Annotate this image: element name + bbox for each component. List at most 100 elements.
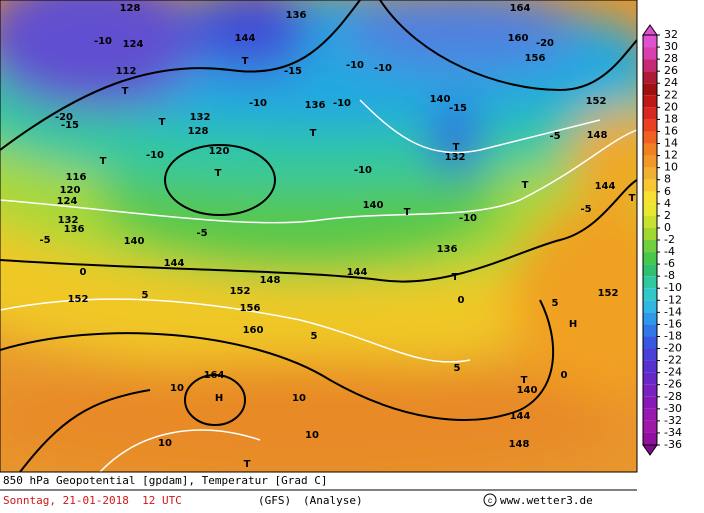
contour-label: T — [100, 156, 107, 167]
contour-label: 164 — [204, 370, 225, 381]
colorbar-label: 30 — [664, 40, 678, 53]
contour-label: 144 — [510, 411, 531, 422]
contour-label: -10 — [249, 98, 267, 109]
colorbar-swatch — [643, 336, 657, 349]
colorbar-label: -14 — [664, 305, 682, 318]
contour-label: 5 — [311, 331, 318, 342]
contour-label: 120 — [60, 185, 81, 196]
contour-label: 148 — [260, 275, 281, 286]
colorbar-label: 10 — [664, 161, 678, 174]
colorbar-label: -30 — [664, 402, 682, 415]
colorbar-swatch — [643, 276, 657, 289]
contour-label: T — [310, 128, 317, 139]
contour-label: 5 — [454, 363, 461, 374]
contour-label: 10 — [292, 393, 306, 404]
contour-label: T — [404, 207, 411, 218]
contour-label: 128 — [188, 126, 209, 137]
colorbar-swatch — [643, 167, 657, 180]
contour-label: 5 — [552, 298, 559, 309]
colorbar-label: 16 — [664, 124, 678, 137]
copyright-icon — [483, 493, 497, 507]
colorbar-swatch — [643, 179, 657, 192]
footer-date: Sonntag, 21-01-2018 12 UTC — [3, 494, 182, 507]
colorbar-label: 14 — [664, 137, 678, 150]
colorbar-swatch — [643, 348, 657, 361]
contour-label: 0 — [561, 370, 568, 381]
colorbar-label: -28 — [664, 390, 682, 403]
contour-label: H — [215, 393, 223, 404]
contour-label: 140 — [517, 385, 538, 396]
contour-label: 10 — [170, 383, 184, 394]
colorbar-swatch — [643, 119, 657, 132]
colorbar-label: 2 — [664, 209, 671, 222]
contour-label: 160 — [508, 33, 529, 44]
copyright-c: c — [488, 496, 492, 505]
colorbar-swatch — [643, 215, 657, 228]
colorbar-label: 12 — [664, 149, 678, 162]
colorbar-swatch — [643, 324, 657, 337]
contour-label: 152 — [598, 288, 619, 299]
contour-label: T — [159, 117, 166, 128]
colorbar-label: -22 — [664, 354, 682, 367]
contour-label: -15 — [449, 103, 467, 114]
contour-label: 128 — [120, 3, 141, 14]
contour-label: 0 — [80, 267, 87, 278]
contour-label: H — [569, 319, 577, 330]
colorbar-swatch — [643, 300, 657, 313]
colorbar-swatch — [643, 107, 657, 120]
colorbar-label: -2 — [664, 233, 675, 246]
colorbar-label: -26 — [664, 378, 682, 391]
contour-label: 132 — [445, 152, 466, 163]
colorbar-swatch — [643, 252, 657, 265]
contour-label: T — [242, 56, 249, 67]
contour-label: 144 — [235, 33, 256, 44]
footer-credit: www.wetter3.de — [500, 494, 593, 507]
colorbar-cap — [642, 444, 658, 456]
contour-label: -5 — [196, 228, 207, 239]
contour-label: T — [522, 180, 529, 191]
contour-label: 136 — [64, 224, 85, 235]
contour-label: T — [122, 86, 129, 97]
contour-label: T — [244, 459, 251, 470]
contour-label: -10 — [333, 98, 351, 109]
colorbar-swatch — [643, 396, 657, 409]
contour-label: 124 — [57, 196, 78, 207]
contour-label: 140 — [430, 94, 451, 105]
colorbar-swatch — [643, 384, 657, 397]
contour-label: 140 — [124, 236, 145, 247]
contour-label: T — [452, 272, 459, 283]
contour-label: 136 — [437, 244, 458, 255]
contour-label: -10 — [146, 150, 164, 161]
colorbar-label: 20 — [664, 100, 678, 113]
colorbar-swatch — [643, 288, 657, 301]
contour-label: -15 — [61, 120, 79, 131]
colorbar-label: -16 — [664, 317, 682, 330]
colorbar-label: 6 — [664, 185, 671, 198]
contour-label: 0 — [458, 295, 465, 306]
contour-label: 124 — [123, 39, 144, 50]
contour-label: 144 — [595, 181, 616, 192]
contour-label: 144 — [164, 258, 185, 269]
contour-label: -20 — [536, 38, 554, 49]
footer-title: 850 hPa Geopotential [gpdam], Temperatur… — [3, 474, 328, 487]
colorbar-label: 8 — [664, 173, 671, 186]
colorbar-swatch — [643, 71, 657, 84]
map-frame — [0, 0, 638, 473]
colorbar-swatch — [643, 35, 657, 48]
contour-label: 152 — [68, 294, 89, 305]
contour-label: 10 — [305, 430, 319, 441]
colorbar-swatch — [643, 408, 657, 421]
colorbar-swatch — [643, 95, 657, 108]
contour-label: 164 — [510, 3, 531, 14]
contour-label: 152 — [586, 96, 607, 107]
colorbar-label: -32 — [664, 414, 682, 427]
colorbar-swatch — [643, 372, 657, 385]
colorbar-swatch — [643, 227, 657, 240]
colorbar-swatch — [643, 131, 657, 144]
colorbar-swatch — [643, 360, 657, 373]
colorbar-label: -8 — [664, 269, 675, 282]
contour-label: 140 — [363, 200, 384, 211]
colorbar-label: -24 — [664, 366, 682, 379]
contour-label: 112 — [116, 66, 137, 77]
contour-label: -10 — [346, 60, 364, 71]
